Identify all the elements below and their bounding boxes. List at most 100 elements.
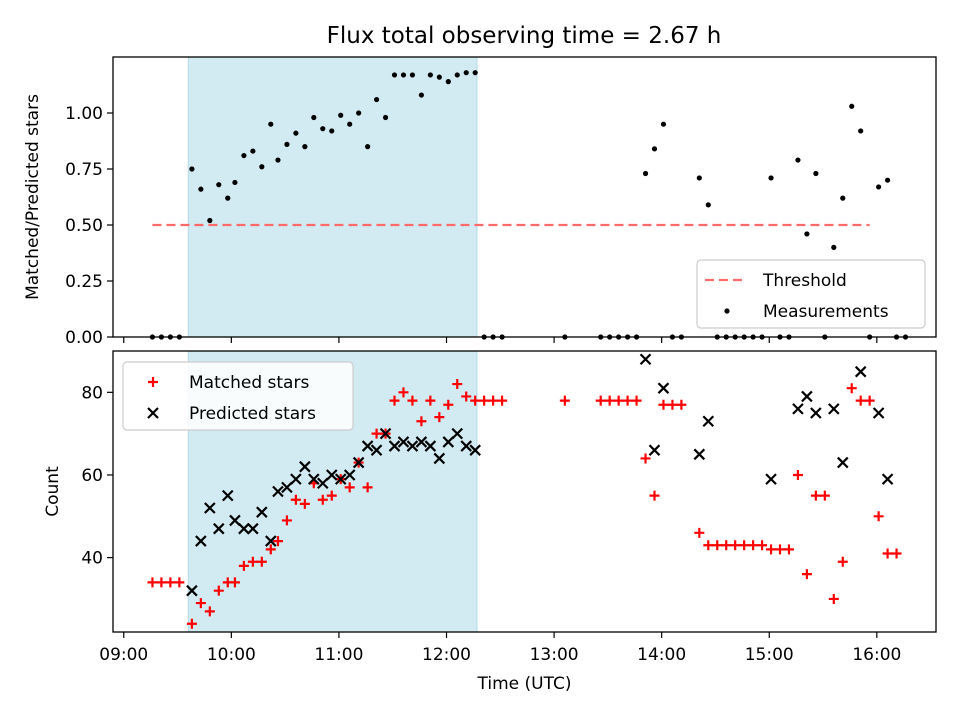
legend-box (696, 259, 926, 329)
predicted-star-mark (433, 452, 446, 465)
measurement-point (391, 72, 398, 78)
measurement-point (207, 217, 213, 224)
measurement-point (463, 70, 469, 76)
predicted-star-mark (325, 469, 338, 481)
measurement-point (884, 177, 891, 183)
predicted-star-mark (352, 456, 365, 469)
measurement-point (329, 128, 335, 134)
predicted-star-mark (854, 365, 867, 378)
series-measurements (149, 70, 909, 340)
measurement-point (858, 128, 864, 134)
matched-star-mark (748, 540, 759, 551)
matched-star-mark (775, 544, 786, 555)
matched-star-mark (667, 399, 678, 410)
predicted-star-mark (370, 444, 383, 456)
matched-star-mark (247, 556, 258, 567)
y-axis-label: Matched/Predicted stars (23, 94, 43, 300)
plot-frame (112, 56, 937, 338)
x-tick-label: 13:00 (530, 645, 579, 665)
matched-star-mark (873, 511, 884, 522)
matched-star-mark (891, 548, 902, 559)
y-tick-label: 0.75 (65, 160, 103, 180)
matched-star-mark (604, 395, 615, 406)
matched-star-mark (757, 540, 768, 551)
matched-star-mark (452, 379, 463, 390)
matched-star-mark (631, 395, 642, 406)
predicted-star-mark (442, 436, 455, 448)
predicted-star-mark (388, 440, 401, 452)
matched-star-mark (712, 540, 723, 551)
x-tick-label: 14:00 (637, 645, 686, 665)
measurement-point (445, 79, 451, 85)
measurement-point (320, 126, 326, 132)
predicted-star-mark (836, 456, 849, 469)
matched-star-mark (703, 540, 714, 551)
legend-matched-swatch (148, 377, 158, 387)
predicted-star-mark (361, 440, 374, 452)
series-matched-stars (147, 379, 902, 629)
measurement-point (795, 157, 801, 163)
predicted-star-mark (424, 440, 437, 452)
matched-star-mark (416, 416, 427, 427)
measurement-point (275, 157, 281, 163)
matched-star-mark (766, 544, 777, 555)
measurement-point (696, 175, 702, 181)
y-tick-label: 60 (81, 466, 103, 486)
measurement-point (241, 152, 247, 159)
matched-star-mark (174, 577, 185, 588)
matched-ratio-panel: 0.00 0.25 0.50 0.75 1.00 Matched/Predicted st… (23, 56, 937, 348)
chart-title: Flux total observing time = 2.67 h (327, 23, 722, 49)
predicted-star-mark (308, 473, 320, 485)
measurement-point (876, 184, 882, 190)
matched-star-mark (389, 395, 400, 406)
predicted-star-mark (195, 535, 207, 547)
measurement-point (831, 244, 837, 250)
measurement-point (302, 144, 308, 150)
matched-star-mark (299, 498, 310, 509)
measurement-point (250, 148, 256, 154)
matched-star-mark (595, 395, 606, 406)
y-tick-label: 1.00 (65, 104, 103, 124)
matched-star-mark (281, 515, 292, 526)
predicted-star-mark (872, 407, 885, 419)
measurement-point (642, 170, 649, 177)
x-tick-label: 11:00 (314, 645, 363, 665)
measurement-point (849, 103, 855, 109)
matched-star-mark (195, 598, 206, 609)
predicted-star-mark (702, 415, 715, 428)
matched-star-mark (792, 469, 803, 480)
predicted-star-mark (247, 522, 259, 535)
matched-star-mark (640, 453, 651, 464)
matched-star-mark (204, 606, 215, 617)
legend: Threshold Measurements (696, 259, 926, 329)
matched-star-mark (156, 577, 167, 588)
matched-star-mark (613, 395, 624, 406)
predicted-star-mark (657, 382, 670, 394)
measurement-point (311, 114, 317, 121)
matched-star-mark (622, 395, 633, 406)
matched-star-mark (819, 490, 830, 501)
y-tick-label: 0.50 (65, 216, 103, 236)
predicted-star-mark (397, 436, 410, 448)
matched-star-mark (186, 618, 197, 629)
measurement-point (225, 195, 231, 201)
matched-star-mark (855, 395, 866, 406)
predicted-star-mark (334, 473, 347, 485)
measurement-point (840, 195, 846, 201)
y-tick-label: 0.25 (65, 272, 103, 292)
measurement-point (418, 92, 425, 98)
y-tick-label: 80 (81, 383, 103, 403)
predicted-star-mark (343, 469, 356, 481)
predicted-star-mark (379, 427, 392, 440)
measurement-point (198, 186, 204, 192)
matched-star-mark (317, 494, 328, 505)
matched-star-mark (864, 395, 875, 406)
predicted-star-mark (881, 473, 894, 485)
measurement-point (427, 72, 433, 78)
matched-star-mark (783, 544, 794, 555)
matched-star-mark (398, 387, 409, 398)
measurement-point (284, 141, 290, 147)
measurement-point (232, 179, 238, 186)
